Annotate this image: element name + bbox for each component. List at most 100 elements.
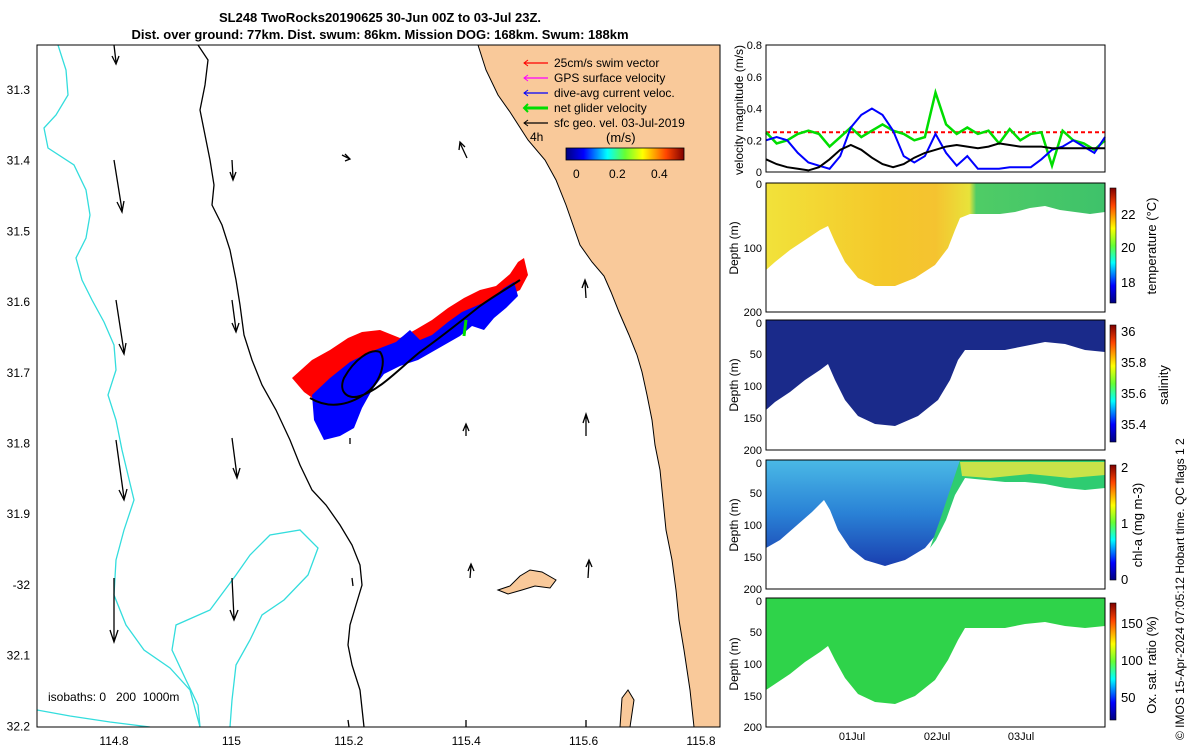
salinity-field (766, 320, 1105, 426)
temperature-ctick-18: 18 (1121, 275, 1135, 290)
legend-label-sfc-geo: sfc geo. vel. 03-Jul-2019 (554, 116, 685, 130)
temperature-colorbar (1109, 187, 1117, 304)
velocity-series-line-3 (765, 142, 1105, 172)
isobath-1000m-west (43, 45, 201, 727)
map-lat-tick-label: 31.8 (7, 437, 31, 451)
chla-ctick-2: 2 (1121, 460, 1128, 475)
colorbar-unit: (m/s) (606, 130, 636, 145)
map-lat-tick-label: 32.1 (7, 649, 31, 663)
chla-colorbar (1109, 464, 1117, 581)
salinity-ytick-0: 0 (756, 318, 762, 330)
chla-ytick-200: 200 (744, 584, 762, 596)
map-axes-box (36, 44, 721, 728)
temperature-ctick-20: 20 (1121, 240, 1135, 255)
legend-label-swim-vector: 25cm/s swim vector (554, 56, 659, 70)
chla-ctick-1: 1 (1121, 516, 1128, 531)
chla-ylabel: Depth (m) (727, 498, 741, 551)
salinity-ytick-100: 100 (744, 381, 762, 393)
map-lon-ticks: 114.8 115 115.2 115.4 115.6 115.8 (99, 734, 715, 748)
velocity-panel: 0 0.2 0.4 0.6 0.8 velocity magnitude (m/s) (732, 40, 1106, 179)
oxygen-ytick-150: 150 (744, 691, 762, 703)
glider-track (309, 279, 521, 406)
oxygen-ctick-100: 100 (1121, 653, 1143, 668)
velocity-ytick-label: 0.4 (747, 104, 762, 116)
oxygen-clabel: Ox. sat. ratio (%) (1144, 616, 1159, 714)
oxygen-ylabel: Depth (m) (727, 637, 741, 690)
velocity-series (765, 88, 1106, 172)
isobath-1000m-bottom (37, 709, 151, 727)
map-lat-tick-label: 31.4 (7, 154, 31, 168)
salinity-ctick-35.4: 35.4 (1121, 417, 1146, 432)
chla-ctick-0: 0 (1121, 572, 1128, 587)
legend-label-net-glider: net glider velocity (554, 101, 647, 115)
oxygen-axes-box (765, 597, 1106, 728)
temperature-axes-box (765, 182, 1106, 313)
map-lon-tick-label: 115.2 (334, 734, 363, 748)
salinity-ctick-35.6: 35.6 (1121, 386, 1146, 401)
temperature-clabel: temperature (°C) (1144, 198, 1159, 295)
oxygen-ytick-200: 200 (744, 722, 762, 734)
temperature-ctick-22: 22 (1121, 207, 1135, 222)
chla-ytick-0: 0 (756, 458, 762, 470)
net-glider-velocity-arrow (462, 319, 468, 337)
oxygen-ctick-150: 150 (1121, 616, 1143, 631)
map-lat-tick-label: 32.2 (7, 719, 31, 733)
oxygen-panel: 0 50 100 150 200 50 100 150 Depth (m) Ox… (727, 596, 1159, 743)
map-lon-tick-label: 115.4 (452, 734, 481, 748)
xtick-02jul: 02Jul (924, 731, 950, 743)
land-patch (619, 689, 635, 727)
oxygen-ytick-0: 0 (756, 596, 762, 608)
chla-axes-box (765, 459, 1106, 590)
legend-label-dive-avg: dive-avg current veloc. (554, 86, 675, 100)
chla-field (766, 460, 960, 566)
map-legend: 25cm/s swim vector GPS surface velocity … (522, 56, 685, 181)
velocity-ytick-label: 0.2 (747, 135, 762, 147)
salinity-colorbar (1109, 324, 1117, 443)
temperature-ytick-0: 0 (756, 179, 762, 191)
colorbar-tick-0.4: 0.4 (651, 167, 668, 181)
velocity-axes-box (765, 44, 1106, 173)
map-lat-tick-label: -32 (13, 578, 31, 592)
salinity-panel: 0 50 100 150 200 35.4 35.6 35.8 36 Depth… (727, 318, 1171, 457)
velocity-ytick-label: 0.8 (747, 40, 762, 52)
imos-credit-text: © IMOS 15-Apr-2024 07:05:12 Hobart time.… (1173, 438, 1187, 740)
map-lat-tick-label: 31.9 (7, 507, 31, 521)
chla-field-right (930, 460, 1105, 548)
chla-ytick-50: 50 (750, 488, 762, 500)
temperature-ylabel: Depth (m) (727, 221, 741, 274)
oxygen-ytick-100: 100 (744, 659, 762, 671)
map-lon-tick-label: 115 (222, 734, 241, 748)
legend-label-gps-velocity: GPS surface velocity (554, 71, 665, 85)
velocity-series-line-2 (765, 107, 1106, 170)
chla-ytick-100: 100 (744, 520, 762, 532)
chla-panel: 0 50 100 150 200 0 1 2 Depth (m) chl-a (… (727, 458, 1145, 596)
land-coastline (477, 45, 720, 727)
map-lat-tick-label: 31.6 (7, 295, 31, 309)
chla-clabel: chl-a (mg m-3) (1130, 483, 1145, 568)
velocity-series-line-1 (765, 88, 1106, 170)
speed-colorbar (565, 147, 685, 161)
xtick-01jul: 01Jul (839, 731, 865, 743)
salinity-ylabel: Depth (m) (727, 358, 741, 411)
velocity-ytick-label: 0 (756, 167, 762, 179)
island (496, 569, 557, 595)
salinity-ctick-36: 36 (1121, 324, 1135, 339)
chla-ytick-150: 150 (744, 552, 762, 564)
oxygen-field (766, 598, 1105, 704)
map-lon-tick-label: 115.6 (569, 734, 598, 748)
velocity-ytick-label: 0.6 (747, 72, 762, 84)
plot-title-line2: Dist. over ground: 77km. Dist. swum: 86k… (131, 27, 629, 42)
oxygen-colorbar (1109, 602, 1117, 721)
temperature-ytick-100: 100 (744, 243, 762, 255)
velocity-y-ticks: 0 0.2 0.4 0.6 0.8 (747, 40, 762, 179)
salinity-ytick-200: 200 (744, 445, 762, 457)
velocity-ylabel: velocity magnitude (m/s) (732, 45, 746, 175)
isobath-200m (197, 45, 365, 727)
map-lat-tick-label: 31.5 (7, 224, 31, 238)
map-lat-tick-label: 31.3 (7, 83, 31, 97)
salinity-clabel: salinity (1156, 365, 1171, 405)
temperature-panel: 0 100 200 18 20 22 Depth (m) temperature… (727, 179, 1159, 319)
map-lat-ticks: 31.3 31.4 31.5 31.6 31.7 31.8 31.9 -32 32.1 32.2 (7, 83, 31, 733)
xtick-03jul: 03Jul (1008, 731, 1034, 743)
